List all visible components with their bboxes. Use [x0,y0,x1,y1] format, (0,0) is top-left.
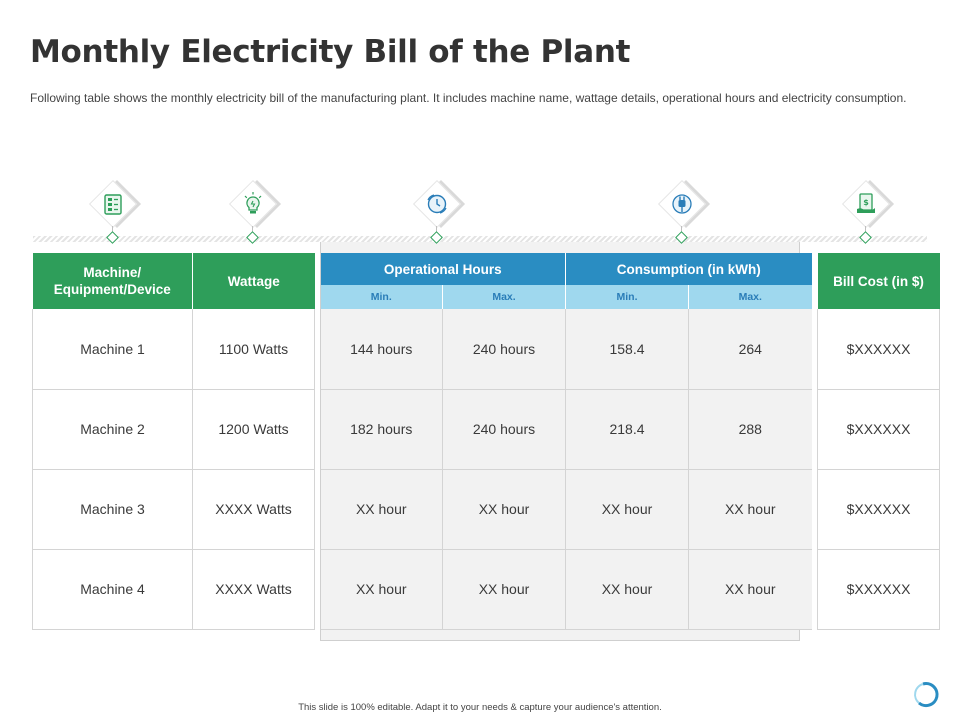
machine-name: Machine 1 [32,309,193,390]
machine-icon-badge [88,179,144,247]
bill-icon-badge: $ [841,179,897,247]
hours-max-value: 240 hours [442,309,566,390]
wattage-value: 1100 Watts [192,309,315,390]
subheader-hours-max: Max. [442,285,566,309]
machine-name: Machine 2 [32,389,193,470]
diamond-marker [859,231,872,244]
kwh-min-value: 158.4 [565,309,689,390]
table-row: Machine 3 XXXX Watts XX hour XX hour XX … [32,469,941,550]
svg-text:$: $ [863,198,869,207]
footer-note: This slide is 100% editable. Adapt it to… [298,702,662,713]
diamond-marker [106,231,119,244]
hours-min-value: 182 hours [320,389,443,470]
hours-min-value: XX hour [320,549,443,630]
machine-name: Machine 4 [32,549,193,630]
header-operational-hours: Operational Hours [320,253,566,285]
table-row: Machine 1 1100 Watts 144 hours 240 hours… [32,309,941,390]
page-description: Following table shows the monthly electr… [30,91,907,105]
wattage-value: XXXX Watts [192,469,315,550]
hours-min-value: 144 hours [320,309,443,390]
consumption-icon-badge [657,179,713,247]
bill-value: $XXXXXX [817,549,941,630]
bill-value: $XXXXXX [817,469,941,550]
kwh-max-value: XX hour [688,469,812,550]
header-consumption: Consumption (in kWh) [565,253,812,285]
kwh-min-value: 218.4 [565,389,689,470]
hours-min-value: XX hour [320,469,443,550]
clock-cycle-icon [427,194,447,214]
diamond-marker [430,231,443,244]
icon-band-divider [33,236,927,242]
bill-dollar-icon: $ [857,193,875,213]
subheader-kwh-max: Max. [688,285,812,309]
bill-value: $XXXXXX [817,389,941,470]
hours-max-value: XX hour [442,549,566,630]
table-row: Machine 4 XXXX Watts XX hour XX hour XX … [32,549,941,630]
wattage-value: 1200 Watts [192,389,315,470]
brand-logo-icon [914,682,939,708]
hours-max-value: 240 hours [442,389,566,470]
wattage-icon-badge [228,179,284,247]
diamond-marker [246,231,259,244]
header-wattage: Wattage [192,253,315,309]
machine-panel-icon [104,194,122,215]
kwh-min-value: XX hour [565,549,689,630]
subheader-hours-min: Min. [320,285,443,309]
kwh-max-value: 264 [688,309,812,390]
kwh-min-value: XX hour [565,469,689,550]
electricity-bill-table: Machine/ Equipment/Device Wattage Operat… [32,253,941,630]
machine-name: Machine 3 [32,469,193,550]
table-row: Machine 2 1200 Watts 182 hours 240 hours… [32,389,941,470]
wattage-value: XXXX Watts [192,549,315,630]
page-title: Monthly Electricity Bill of the Plant [30,34,631,70]
kwh-max-value: XX hour [688,549,812,630]
hours-icon-badge [412,179,468,247]
kwh-max-value: 288 [688,389,812,470]
header-bill-cost: Bill Cost (in $) [817,253,940,309]
diamond-marker [675,231,688,244]
subheader-kwh-min: Min. [565,285,689,309]
power-plug-icon [672,194,692,214]
hours-max-value: XX hour [442,469,566,550]
header-machine: Machine/ Equipment/Device [32,253,193,309]
light-bulb-icon [244,192,262,214]
bill-value: $XXXXXX [817,309,941,390]
